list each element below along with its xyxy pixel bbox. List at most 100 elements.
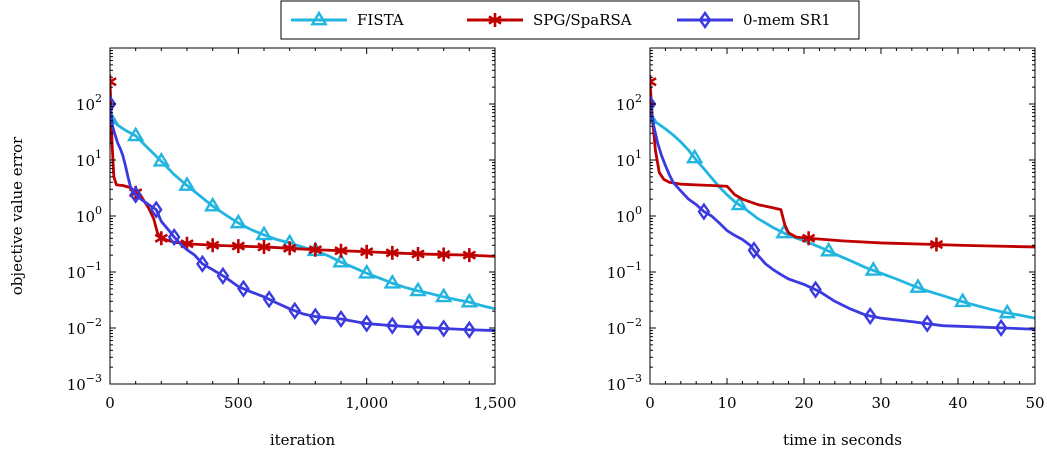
data-point-0-mem-sr1-iteration [288, 301, 302, 320]
data-point-spg-sparsa-time [929, 237, 944, 252]
data-point-0-mem-sr1-time [809, 280, 822, 299]
data-point-fista-iteration [383, 273, 402, 289]
data-point-fista-iteration [357, 263, 376, 279]
data-point-spg-sparsa-iteration [110, 74, 117, 89]
series-line-fista-iteration [110, 117, 495, 311]
x-tick-label-time: 20 [794, 394, 813, 412]
x-axis-title-time: time in seconds [783, 431, 902, 449]
data-point-spg-sparsa-iteration [359, 244, 374, 259]
legend-marker-spg-sparsa-shape [488, 13, 502, 27]
data-point-fista-time [998, 303, 1017, 319]
x-tick-label-time: 40 [948, 394, 967, 412]
data-point-spg-sparsa-time [650, 74, 657, 89]
legend-marker-0-mem-sr1-shape [698, 10, 712, 30]
data-point-spg-sparsa-iteration [385, 245, 400, 260]
data-point-0-mem-sr1-time [994, 318, 1008, 337]
data-point-spg-sparsa-iteration [257, 239, 271, 254]
data-point-0-mem-sr1-iteration [216, 266, 230, 285]
y-tick-label-time: 100 [616, 204, 642, 226]
data-point-spg-sparsa-iteration [411, 246, 425, 261]
data-point-spg-sparsa-iteration [462, 248, 477, 263]
y-tick-label-time: 10−3 [607, 372, 642, 394]
data-point-fista-time [685, 148, 704, 164]
y-tick-label-iteration: 10−2 [67, 316, 102, 338]
plot-area-iteration [110, 74, 495, 339]
data-point-spg-sparsa-iteration [231, 239, 246, 254]
plot-frame-iteration [109, 47, 496, 385]
data-point-0-mem-sr1-time [650, 94, 657, 114]
data-point-fista-iteration [229, 213, 248, 229]
legend-marker-fista-shape [310, 10, 328, 26]
data-point-spg-sparsa-iteration [436, 247, 451, 262]
data-point-fista-iteration [152, 151, 171, 167]
y-axis-title: objective value error [8, 136, 26, 295]
data-point-fista-time [953, 292, 972, 308]
data-point-fista-iteration [255, 225, 273, 241]
axes-iteration: 0 500 1,000 1,500 10−3 10−2 10−1 100 101 102 [67, 48, 517, 412]
data-point-spg-sparsa-time [801, 231, 816, 246]
x-tick-label-iteration: 500 [224, 394, 253, 412]
legend-marker-spg-sparsa [488, 13, 502, 27]
x-axis-title-iteration: iteration [270, 431, 336, 449]
y-tick-label-time: 102 [616, 92, 642, 114]
data-point-fista-iteration [332, 252, 350, 268]
data-point-0-mem-sr1-iteration [110, 94, 117, 114]
x-tick-label-iteration: 1,000 [345, 394, 388, 412]
data-point-spg-sparsa-iteration [154, 231, 169, 246]
series-line-0-mem-sr1-time [650, 102, 1035, 331]
data-point-0-mem-sr1-iteration [196, 254, 209, 273]
data-point-0-mem-sr1-time [697, 202, 711, 221]
data-point-fista-iteration [409, 281, 427, 297]
legend-marker-fista [310, 10, 328, 26]
data-point-spg-sparsa-iteration [308, 242, 323, 257]
data-point-fista-iteration [203, 196, 222, 212]
legend-entry-spg-sparsa: SPG/SpaRSA [467, 11, 632, 29]
y-tick-label-iteration: 102 [76, 92, 102, 114]
data-point-0-mem-sr1-iteration [334, 309, 348, 329]
series-line-fista-time [650, 117, 1035, 320]
y-tick-label-iteration: 10−1 [67, 260, 102, 282]
legend: FISTA SPG/SpaRSA 0-mem SR1 [280, 0, 860, 40]
y-tick-label-time: 10−2 [607, 316, 642, 338]
data-point-fista-iteration [110, 109, 119, 124]
data-point-0-mem-sr1-iteration [308, 307, 322, 326]
data-point-fista-time [909, 278, 927, 293]
x-tick-label-time: 30 [871, 394, 890, 412]
x-tick-label-time: 0 [645, 394, 655, 412]
data-point-0-mem-sr1-time [920, 314, 934, 333]
data-point-spg-sparsa-iteration [334, 243, 348, 258]
legend-label-spg-sparsa: SPG/SpaRSA [533, 11, 632, 29]
legend-label-0-mem-sr1: 0-mem SR1 [743, 11, 831, 29]
chart-time: 0 10 20 30 40 50 10−3 10−2 10−1 100 101 102 time in… [607, 47, 1045, 449]
x-tick-label-time: 10 [717, 394, 736, 412]
y-tick-label-iteration: 10−3 [67, 372, 102, 394]
x-tick-label-iteration: 0 [105, 394, 115, 412]
series-line-spg-sparsa-time [650, 80, 1035, 249]
legend-box [280, 0, 860, 40]
data-point-0-mem-sr1-iteration [385, 316, 399, 335]
y-tick-label-time: 10−1 [607, 260, 642, 282]
data-point-fista-time [819, 241, 838, 257]
data-point-fista-iteration [460, 292, 479, 308]
legend-entry-0-mem-sr1: 0-mem SR1 [677, 10, 831, 30]
data-point-fista-iteration [178, 176, 196, 191]
data-point-fista-iteration [126, 126, 145, 142]
data-point-0-mem-sr1-iteration [462, 320, 476, 339]
legend-entry-fista: FISTA [291, 10, 404, 29]
y-tick-label-time: 101 [616, 148, 642, 170]
data-point-0-mem-sr1-iteration [167, 228, 181, 247]
chart-iteration: 0 500 1,000 1,500 10−3 10−2 10−1 100 101 102 iter… [8, 47, 517, 449]
data-point-0-mem-sr1-time [747, 241, 761, 260]
data-point-fista-time [864, 261, 883, 276]
y-tick-label-iteration: 101 [76, 148, 102, 170]
data-point-0-mem-sr1-time [863, 306, 877, 326]
y-tick-label-iteration: 100 [76, 204, 102, 226]
data-point-0-mem-sr1-iteration [262, 290, 276, 309]
data-point-fista-time [730, 195, 749, 211]
x-tick-label-iteration: 1,500 [474, 394, 517, 412]
data-point-0-mem-sr1-iteration [237, 279, 250, 298]
plot-frame-time [649, 47, 1036, 385]
data-point-0-mem-sr1-iteration [360, 314, 374, 333]
data-point-spg-sparsa-iteration [205, 238, 220, 253]
